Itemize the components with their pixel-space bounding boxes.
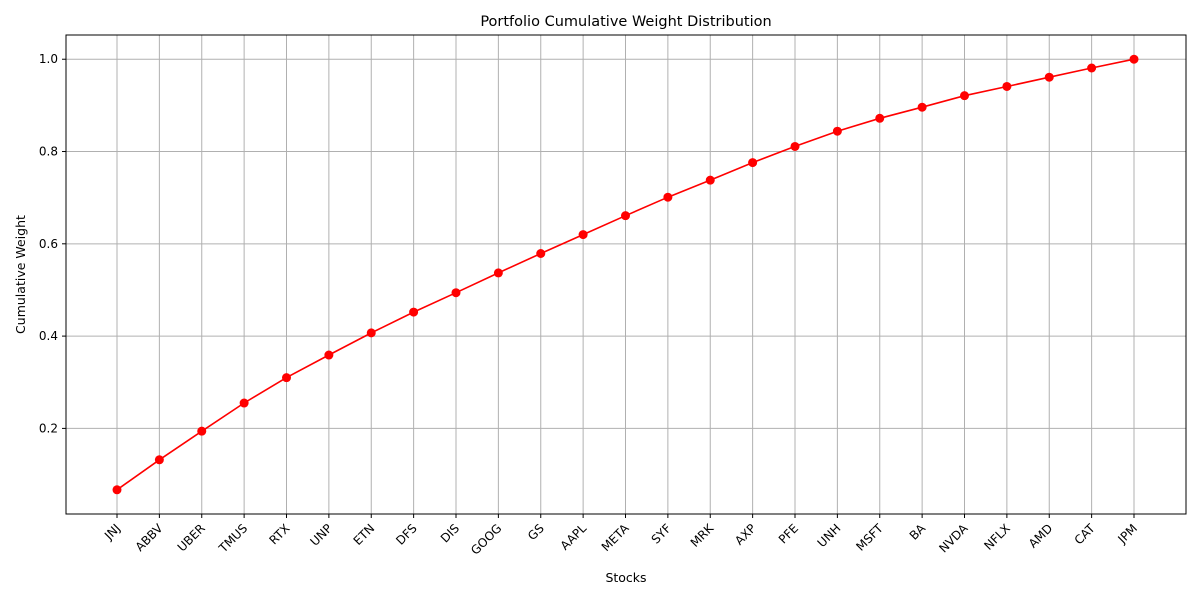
chart-title: Portfolio Cumulative Weight Distribution bbox=[480, 14, 771, 30]
x-axis: JNJ ABBV UBER TMUS RTX UNP ETN DFS DIS GOOG GS AAPL… bbox=[101, 514, 1140, 558]
data-point bbox=[324, 350, 334, 360]
x-tick-label: JNJ bbox=[101, 521, 123, 543]
y-tick-label: 1.0 bbox=[39, 52, 58, 66]
x-tick-label: NVDA bbox=[936, 521, 971, 556]
data-point bbox=[1129, 54, 1139, 64]
y-axis-label: Cumulative Weight bbox=[13, 215, 28, 334]
y-tick-label: 0.2 bbox=[39, 421, 58, 435]
x-tick-label: JPM bbox=[1115, 521, 1141, 547]
data-point bbox=[282, 373, 291, 383]
y-axis: 0.2 0.4 0.6 0.8 1.0 bbox=[39, 52, 66, 435]
data-point bbox=[239, 398, 249, 408]
data-point bbox=[875, 113, 885, 123]
data-point bbox=[409, 307, 419, 317]
data-point bbox=[960, 91, 969, 101]
data-point bbox=[1087, 63, 1097, 73]
data-point bbox=[536, 249, 546, 259]
data-point bbox=[197, 426, 207, 436]
x-tick-label: AXP bbox=[732, 521, 759, 548]
x-tick-label: RTX bbox=[266, 521, 292, 547]
x-tick-label: UNH bbox=[815, 521, 844, 550]
x-tick-label: AMD bbox=[1026, 521, 1056, 551]
x-tick-label: META bbox=[599, 521, 632, 554]
data-point bbox=[112, 485, 122, 495]
data-point bbox=[621, 211, 630, 221]
data-point bbox=[748, 158, 758, 168]
x-tick-label: SYF bbox=[649, 521, 674, 546]
x-tick-label: GS bbox=[525, 521, 547, 543]
x-tick-label: PFE bbox=[776, 521, 801, 546]
data-point bbox=[917, 102, 927, 112]
data-point bbox=[832, 126, 842, 136]
x-tick-label: UNP bbox=[307, 521, 335, 549]
y-tick-label: 0.6 bbox=[39, 237, 58, 251]
data-point bbox=[1002, 81, 1012, 91]
x-axis-label: Stocks bbox=[605, 570, 646, 585]
data-point bbox=[451, 288, 461, 298]
data-point bbox=[663, 192, 673, 202]
x-tick-label: NFLX bbox=[981, 521, 1013, 553]
y-tick-label: 0.4 bbox=[39, 329, 58, 343]
x-tick-label: TMUS bbox=[216, 521, 251, 556]
data-point bbox=[493, 268, 503, 278]
x-tick-label: UBER bbox=[175, 521, 208, 554]
y-tick-label: 0.8 bbox=[39, 145, 58, 159]
data-point bbox=[705, 175, 715, 185]
data-point bbox=[790, 141, 800, 151]
x-tick-label: BA bbox=[907, 521, 929, 543]
x-tick-label: DIS bbox=[438, 521, 462, 545]
data-point bbox=[1044, 72, 1054, 82]
data-point bbox=[578, 230, 588, 240]
data-point bbox=[154, 455, 164, 465]
grid bbox=[66, 35, 1186, 514]
data-point bbox=[366, 328, 376, 338]
x-tick-label: ABBV bbox=[133, 521, 166, 554]
x-tick-label: MSFT bbox=[853, 521, 886, 554]
x-tick-label: AAPL bbox=[558, 521, 590, 553]
series-layer bbox=[112, 54, 1139, 495]
x-tick-label: ETN bbox=[351, 521, 378, 548]
x-tick-label: CAT bbox=[1072, 521, 1099, 548]
x-tick-label: MRK bbox=[688, 520, 717, 549]
x-tick-label: DFS bbox=[393, 521, 420, 548]
x-tick-label: GOOG bbox=[468, 521, 504, 557]
